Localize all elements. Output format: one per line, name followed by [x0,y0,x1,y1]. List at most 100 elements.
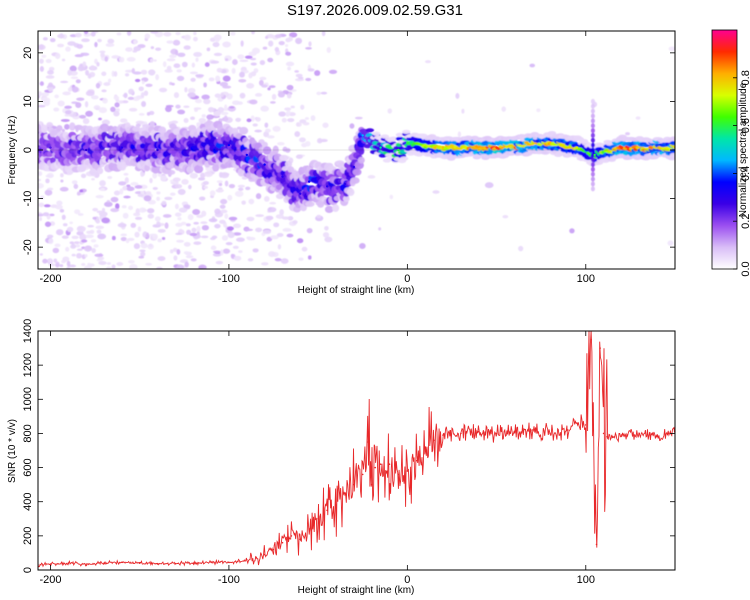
spectrogram-cell [152,233,158,240]
spectrogram-cell [92,207,99,212]
spectrogram-cell [255,214,265,218]
spectrogram-cell [75,79,81,84]
spectrogram-cell [39,58,44,64]
spectrogram-cell [328,69,338,74]
spectrogram-cell [285,110,291,116]
spectrogram-cell [287,66,291,71]
trace-point [343,182,347,186]
spectrogram-cell [44,189,53,196]
spectrogram-cell [91,248,96,254]
spectrogram-cell [274,257,282,262]
trace-point [593,153,596,157]
spectrogram-cell [38,171,43,177]
spectrogram-cell [177,188,186,196]
spectrogram-cell [342,195,350,203]
snr-point [602,432,605,435]
spectrogram-cell [219,81,229,87]
spectrogram-cell [268,40,274,47]
spectrogram-cell [161,237,166,241]
spectrogram-cell [220,249,224,256]
spectrogram-cell [38,104,46,108]
spectrogram-y-label: Frequency (Hz) [7,116,18,185]
snr-point [254,557,257,559]
spectrogram-cell [224,104,228,111]
spectrogram-cell [138,255,145,259]
spectrogram-cell [174,203,179,210]
spectrogram-cell [87,224,94,228]
spectrogram-cell [59,208,65,213]
spectrogram-cell [39,216,43,222]
spectrogram-cell [268,251,276,257]
spectrogram-cell [667,240,674,246]
spectrogram-cell [102,97,108,104]
y-tick-label: 1000 [22,387,34,411]
spectrogram-cell [316,214,322,219]
spectrogram-cell [56,125,63,132]
spectrogram-cell [275,214,284,219]
spectrogram-cell [172,39,181,46]
spectrogram-cell [299,137,306,143]
spectrogram-cell [131,68,136,74]
spectrogram-cell [195,57,199,62]
spectrogram-cell [187,214,194,221]
spectrogram-cell [166,58,176,62]
spectrogram-cell [111,235,116,241]
spectrogram-cell [91,178,95,181]
spectrogram-cell [322,122,329,128]
spectrogram-cell [104,201,113,207]
spectrogram-cell [46,234,54,239]
snr-point [67,562,70,564]
spectrogram-cell [75,244,81,248]
snr-axes-frame [37,330,676,571]
spectrogram-cell [80,52,85,57]
spectrogram-cell [265,215,274,221]
spectrogram-cell [81,38,90,43]
spectrogram-cell [173,63,181,69]
colorbar: 0.0 0.2 0.4 0.6 0.8 Normalized spectral ampl… [711,29,750,277]
snr-point [272,548,275,551]
spectrogram-cell [110,106,116,113]
spectrogram-cell [307,68,315,72]
spectrogram-cell [188,184,192,190]
spectrogram-cell [41,124,48,134]
spectrogram-cell [169,249,174,254]
snr-point [370,483,373,486]
snr-series-line [38,331,675,568]
spectrogram-cell [249,99,258,105]
spectrogram-cell [186,229,192,235]
x-tick-label: 100 [577,273,595,285]
spectrogram-cell [276,232,284,237]
spectrogram-cell [183,204,191,209]
spectrogram-cell [98,261,107,266]
x-tick-label: -100 [218,273,240,285]
spectrogram-cell [97,233,107,240]
spectrogram-cell [322,232,330,238]
spectrogram-cell [262,229,272,235]
spectrogram-cell [111,70,115,77]
spectrogram-cell [61,128,65,133]
spectrogram-cell [122,212,129,219]
snr-point [374,466,377,469]
colorbar-tick-label: 0.4 [740,166,750,181]
spectrogram-cell [222,75,231,82]
spectrogram-cell [222,85,232,89]
trace-point [495,146,498,149]
snr-y-label: SNR (10 * v/v) [7,419,18,483]
spectrogram-cell [210,60,220,64]
spectrogram-cell [148,69,156,76]
spectrogram-cell [69,122,76,131]
spectrogram-cell [378,227,382,231]
spectrogram-cell [209,190,216,197]
trace-point [245,153,248,157]
spectrogram-cell [45,178,50,184]
spectrogram-cell [280,258,289,264]
spectrogram-cell [304,117,310,120]
spectrogram-cell [90,95,99,100]
spectrogram-cell [203,82,207,88]
spectrogram-cell [96,229,102,234]
spectrogram-cell [181,179,189,185]
spectrogram-cell [457,131,462,138]
spectrogram-cell [193,31,197,36]
spectrogram-cell [90,239,97,243]
spectrogram-cell [165,105,172,113]
